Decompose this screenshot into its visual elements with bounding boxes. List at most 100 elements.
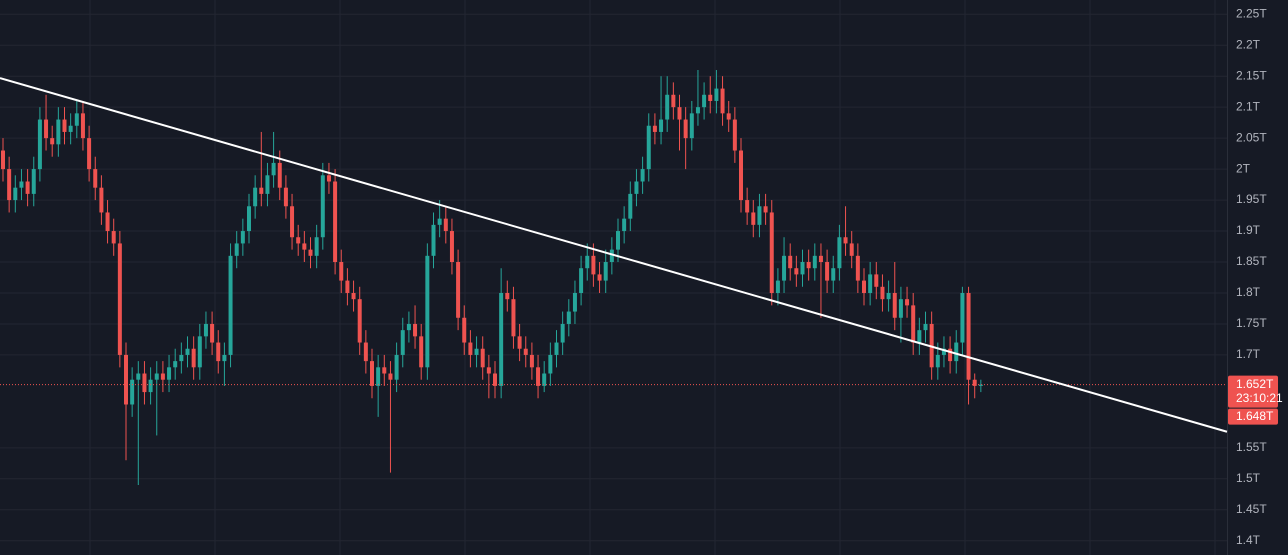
candle-body xyxy=(468,342,473,355)
y-tick-label: 2.1T xyxy=(1236,99,1261,113)
price-label: 1.652T xyxy=(1236,377,1274,391)
candle-body xyxy=(462,317,467,343)
candle-body xyxy=(370,361,374,386)
second-price-box xyxy=(1228,408,1278,425)
candle-body xyxy=(702,94,707,108)
candle-body xyxy=(431,224,436,256)
candle-body xyxy=(486,367,491,374)
candle-body xyxy=(634,181,639,194)
candle-body xyxy=(87,138,92,170)
candle-body xyxy=(560,323,565,343)
candle-body xyxy=(542,373,547,386)
candle-body xyxy=(185,348,190,355)
candle-body xyxy=(74,113,79,126)
candle-body xyxy=(253,187,258,207)
candle-body xyxy=(677,107,682,120)
candle-body xyxy=(591,255,596,275)
candle-body xyxy=(837,237,842,269)
candle-body xyxy=(763,206,768,213)
candle-body xyxy=(191,348,196,368)
candle-body xyxy=(720,88,725,114)
candle-body xyxy=(234,243,239,256)
candle-body xyxy=(948,348,953,362)
candle-body xyxy=(529,354,534,368)
candle-body xyxy=(572,292,577,312)
candle-body xyxy=(714,88,719,101)
candle-body xyxy=(290,206,295,238)
candle-body xyxy=(812,255,817,269)
candle-body xyxy=(283,187,288,207)
candle-body xyxy=(597,274,602,281)
candle-body xyxy=(56,119,61,145)
y-tick-label: 1.9T xyxy=(1236,223,1261,237)
candle-body xyxy=(978,384,983,386)
candle-body xyxy=(19,181,24,188)
candle-body xyxy=(880,286,885,300)
candle-body xyxy=(659,119,664,132)
candle-body xyxy=(111,231,116,244)
candle-body xyxy=(203,323,208,337)
candle-body xyxy=(499,292,504,386)
candle-body xyxy=(326,175,331,182)
candle-body xyxy=(13,187,18,201)
candle-body xyxy=(130,379,135,405)
candle-body xyxy=(406,323,411,331)
candle-body xyxy=(179,354,184,362)
candle-body xyxy=(124,354,128,405)
candle-body xyxy=(265,175,270,194)
candle-body xyxy=(745,200,750,213)
candle-body xyxy=(782,255,787,281)
trendline xyxy=(0,77,1228,433)
candle-body xyxy=(68,125,73,132)
candle-body xyxy=(794,268,799,275)
candle-body xyxy=(806,262,811,269)
y-tick-label: 1.5T xyxy=(1236,471,1261,485)
candle-body xyxy=(695,107,700,114)
y-tick-label: 1.8T xyxy=(1236,285,1261,299)
candle-body xyxy=(308,249,313,256)
candle-body xyxy=(413,323,418,337)
candle-body xyxy=(142,373,147,393)
candle-body xyxy=(216,342,221,362)
candle-body xyxy=(388,373,393,380)
candle-body xyxy=(960,292,965,343)
candle-body xyxy=(474,348,479,355)
y-tick-label: 2.25T xyxy=(1236,6,1267,20)
candle-body xyxy=(917,330,922,343)
candle-body xyxy=(898,299,903,318)
candle-body xyxy=(394,354,399,380)
candle-body xyxy=(966,292,971,380)
y-tick-label: 2.05T xyxy=(1236,130,1267,144)
candle-body xyxy=(523,348,528,355)
y-tick-label: 2.15T xyxy=(1236,68,1267,82)
y-tick-label: 1.4T xyxy=(1236,533,1261,547)
candle-body xyxy=(831,268,836,281)
countdown-label: 23:10:21 xyxy=(1236,391,1283,405)
candle-body xyxy=(247,206,251,232)
y-tick-label: 1.7T xyxy=(1236,347,1261,361)
candle-body xyxy=(646,125,651,170)
candle-body xyxy=(892,292,897,318)
candle-body xyxy=(609,249,614,263)
candle-body xyxy=(136,373,141,380)
candle-body xyxy=(1,150,5,170)
candle-body xyxy=(117,243,122,355)
candle-body xyxy=(173,361,178,368)
candle-body xyxy=(382,367,387,374)
candle-body xyxy=(775,280,780,293)
candle-body xyxy=(210,323,215,343)
candle-body xyxy=(228,255,233,355)
candle-body xyxy=(874,274,879,287)
candle-body xyxy=(320,175,325,238)
candle-body xyxy=(277,162,282,188)
y-tick-label: 1.45T xyxy=(1236,502,1267,516)
candle-body xyxy=(868,274,873,293)
candle-body xyxy=(818,255,823,263)
candle-body xyxy=(62,119,67,132)
candle-body xyxy=(449,231,454,263)
candle-body xyxy=(167,367,172,380)
candle-body xyxy=(708,94,713,101)
candle-body xyxy=(25,181,30,194)
candle-body xyxy=(376,367,381,386)
candle-body xyxy=(923,323,928,331)
